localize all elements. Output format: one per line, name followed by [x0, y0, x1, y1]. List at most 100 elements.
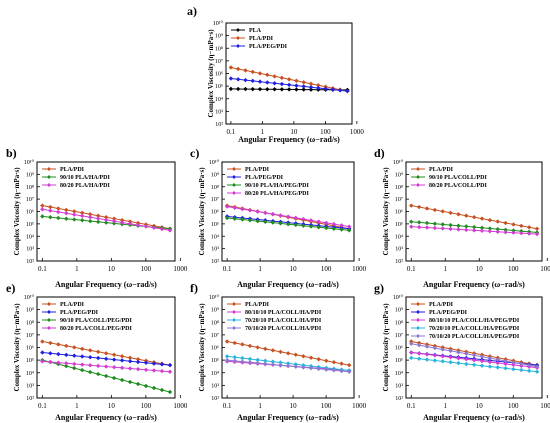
series-70-10-20-pla-coll-ha-pdi: [224, 357, 352, 375]
data-point: [301, 216, 306, 222]
data-point: [119, 353, 125, 359]
data-point: [79, 218, 85, 223]
data-point: [440, 226, 445, 231]
data-point: [464, 351, 469, 357]
x-axis-label: Angular Frequency (ω−rad/s): [423, 413, 525, 422]
y-tick-label: 10⁶: [211, 346, 219, 352]
data-point: [228, 76, 234, 81]
data-point: [48, 340, 53, 346]
data-point: [278, 213, 283, 218]
data-point: [111, 375, 117, 381]
data-point: [487, 228, 493, 234]
legend-marker: [416, 310, 420, 314]
legend-entry: PLA/PEG/PDI: [60, 310, 99, 316]
data-point: [111, 218, 117, 224]
data-point: [331, 226, 337, 232]
legend-entry: PLA/PDI: [245, 302, 270, 308]
data-point: [464, 356, 469, 362]
data-point: [40, 350, 45, 355]
data-point: [143, 224, 149, 229]
x-axis-label: Angular Frequency (ω−rad/s): [237, 280, 339, 289]
data-point: [103, 356, 109, 362]
data-point: [487, 364, 493, 369]
data-point: [95, 349, 101, 355]
x-tick-label: 1000: [350, 128, 365, 136]
legend-entry: PLA/PDI: [429, 302, 454, 308]
data-point: [270, 220, 276, 225]
x-axis-label: Angular Frequency (ω−rad/s): [238, 135, 340, 144]
x-tick-label: 10: [290, 402, 298, 410]
data-point: [331, 221, 337, 227]
y-tick-label: 10⁴: [395, 234, 403, 240]
data-point: [464, 213, 469, 219]
data-point: [471, 362, 477, 368]
x-tick-label: 10: [108, 265, 116, 273]
data-point: [330, 87, 336, 92]
chart-panel-d: d) 10² 10³ 10⁴ 10⁵ 10⁶ 10⁷ 10⁸ 10⁹ 10¹⁰ 0.1 1 10 100 1…: [374, 146, 550, 289]
data-point: [235, 77, 241, 82]
data-point: [526, 368, 532, 374]
data-point: [479, 358, 485, 364]
data-point: [167, 389, 173, 395]
data-point: [294, 83, 299, 88]
data-point: [63, 343, 69, 349]
legend-entry: 80/20 PLA/COLL/PEG/PDI: [60, 326, 133, 332]
data-point: [40, 339, 45, 344]
series-pla-peg-pdi: [228, 76, 350, 94]
data-point: [534, 231, 540, 237]
data-point: [448, 222, 453, 228]
y-tick-label: 10⁸: [395, 320, 403, 326]
x-tick-label: 1000: [173, 265, 188, 273]
y-tick-label: 10³: [211, 383, 219, 389]
data-point: [279, 81, 285, 87]
data-point: [40, 359, 45, 364]
legend-marker: [236, 44, 240, 48]
x-tick-label: 1000: [352, 402, 367, 410]
data-point: [316, 224, 321, 230]
y-tick-label: 10³: [395, 247, 403, 253]
x-tick-label: 10: [290, 265, 298, 273]
legend-entry: PLA/PEG/PDI: [245, 175, 284, 181]
y-tick-label: 10⁵: [395, 358, 403, 364]
data-point: [63, 352, 69, 358]
legend-marker: [232, 175, 236, 179]
data-point: [432, 358, 438, 363]
y-tick-label: 10²: [395, 396, 403, 402]
data-point: [224, 354, 230, 359]
data-point: [519, 367, 524, 373]
data-point: [471, 352, 477, 358]
data-point: [250, 78, 256, 84]
panel-label: b): [6, 146, 17, 160]
data-point: [324, 220, 329, 226]
y-tick-label: 10⁹: [26, 308, 34, 314]
data-point: [87, 214, 93, 220]
chart-panel-f: f) 10² 10³ 10⁴ 10⁵ 10⁶ 10⁷ 10⁸ 10⁹ 10¹⁰ 0.1 1 10 100 1…: [190, 281, 367, 422]
data-point: [324, 367, 329, 372]
y-tick-label: 10⁴: [26, 234, 34, 240]
x-tick-label: 100: [141, 402, 152, 410]
data-point: [228, 86, 234, 92]
legend-entry: PLA/PDI: [60, 167, 85, 173]
y-tick-label: 10⁵: [395, 222, 403, 228]
data-point: [48, 359, 53, 365]
x-tick-label: 0.1: [223, 402, 232, 410]
data-point: [440, 354, 445, 359]
data-point: [534, 364, 540, 370]
data-point: [440, 222, 445, 227]
y-tick-label: 10⁷: [211, 333, 219, 339]
y-tick-label: 10⁸: [211, 185, 219, 191]
data-point: [224, 204, 230, 209]
data-point: [87, 369, 93, 375]
y-axis-label: Complex Viscosity (η−mPa·s): [198, 167, 206, 256]
legend-entry: 90/10 PLA/HA/PEG/PDI: [245, 183, 310, 189]
data-point: [228, 65, 234, 70]
data-point: [408, 203, 414, 208]
data-point: [286, 87, 292, 92]
data-point: [95, 216, 101, 221]
y-tick-label: 10¹⁰: [209, 159, 220, 166]
y-axis-label: Complex Viscosity (η−mPa·s): [382, 303, 390, 392]
data-point: [308, 365, 314, 371]
y-tick-label: 10⁴: [215, 97, 223, 103]
x-axis-label: Angular Frequency (ω−rad/s): [55, 413, 157, 422]
data-point: [301, 223, 306, 228]
